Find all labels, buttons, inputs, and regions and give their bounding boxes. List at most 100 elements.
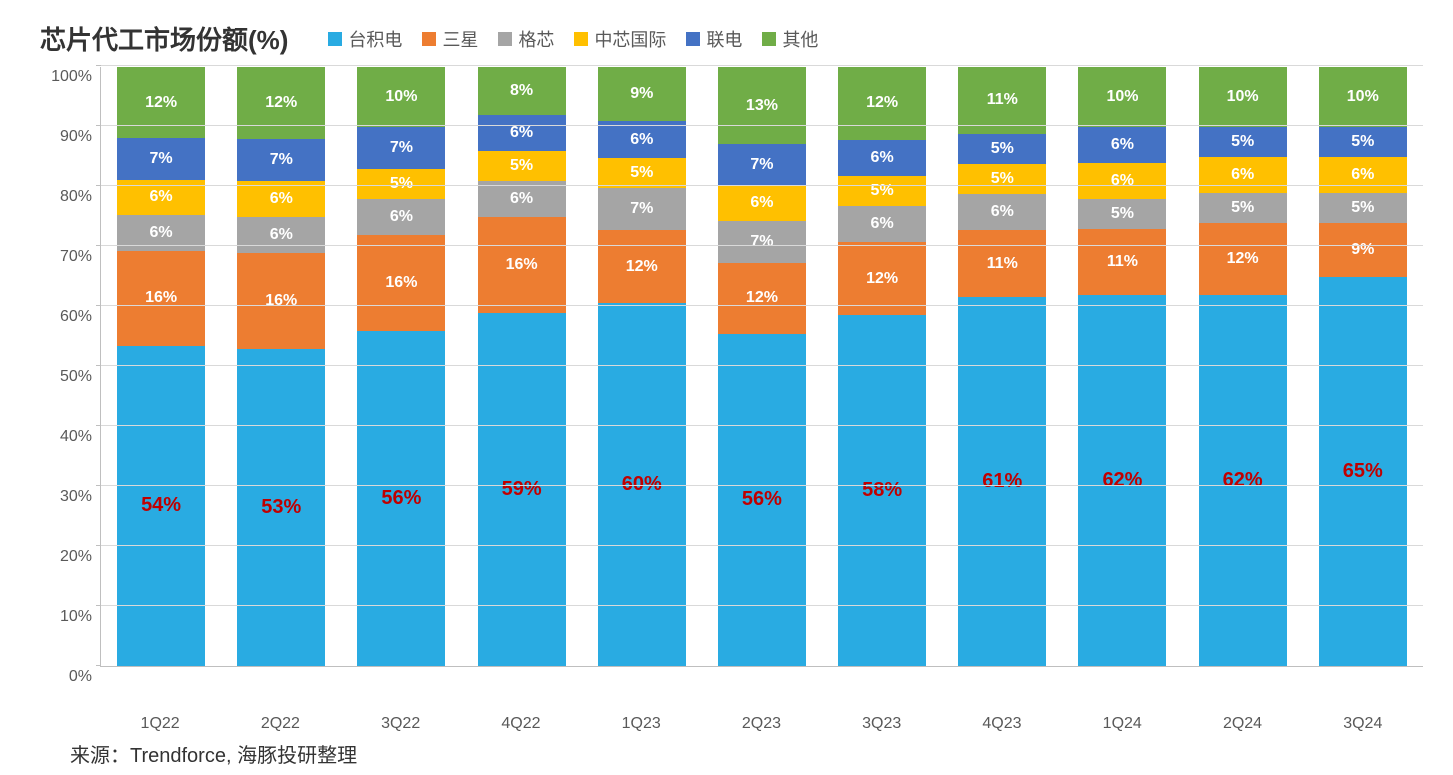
- bar-segment: 12%: [718, 263, 806, 334]
- segment-label: 6%: [390, 208, 413, 226]
- segment-label: 56%: [381, 487, 421, 510]
- bar-segment: 12%: [237, 67, 325, 139]
- bar-segment: 5%: [958, 134, 1046, 164]
- chart-header: 芯片代工市场份额(%) 台积电三星格芯中芯国际联电其他: [30, 20, 1423, 57]
- bar-column: 60%12%7%5%6%9%: [598, 67, 686, 666]
- y-tick-mark: [96, 665, 101, 666]
- bar-segment: 7%: [598, 188, 686, 230]
- grid-line: [101, 65, 1423, 66]
- segment-label: 6%: [750, 194, 773, 212]
- segment-label: 7%: [270, 151, 293, 169]
- y-tick-label: 20%: [60, 548, 92, 566]
- y-tick-mark: [96, 245, 101, 246]
- segment-label: 53%: [261, 496, 301, 519]
- x-axis-label: 1Q22: [116, 715, 204, 733]
- bar-segment: 61%: [958, 297, 1046, 666]
- y-tick-label: 30%: [60, 488, 92, 506]
- bar-segment: 6%: [237, 181, 325, 217]
- bar-segment: 6%: [838, 206, 926, 242]
- segment-label: 61%: [982, 470, 1022, 493]
- bar-segment: 6%: [838, 140, 926, 176]
- bar-segment: 16%: [478, 217, 566, 313]
- segment-label: 16%: [506, 256, 538, 274]
- segment-label: 6%: [270, 226, 293, 244]
- segment-label: 6%: [1111, 136, 1134, 154]
- chart-area: 0%10%20%30%40%50%60%70%80%90%100% 54%16%…: [30, 67, 1423, 707]
- legend-item: 格芯: [498, 26, 554, 52]
- segment-label: 7%: [750, 156, 773, 174]
- bar-segment: 5%: [1078, 199, 1166, 229]
- grid-line: [101, 545, 1423, 546]
- y-tick-mark: [96, 185, 101, 186]
- segment-label: 6%: [150, 188, 173, 206]
- bar-segment: 5%: [1199, 127, 1287, 157]
- bar-segment: 10%: [1199, 67, 1287, 127]
- x-axis-label: 2Q23: [717, 715, 805, 733]
- bar-column: 56% 16% 6% 5% 7% 10%: [357, 67, 445, 666]
- legend-item: 台积电: [328, 26, 402, 52]
- bar-segment: 7%: [117, 138, 205, 180]
- segment-label: 5%: [1111, 205, 1134, 223]
- segment-label: 6%: [510, 124, 533, 142]
- bar-segment: 12%: [117, 67, 205, 138]
- x-axis-labels: 1Q222Q223Q224Q221Q232Q233Q234Q231Q242Q24…: [100, 715, 1423, 733]
- bar-segment: 13%: [718, 67, 806, 144]
- legend-label: 三星: [442, 26, 478, 52]
- segment-label: 10%: [385, 88, 417, 106]
- segment-label: 13%: [746, 97, 778, 115]
- segment-label: 5%: [1231, 199, 1254, 217]
- y-tick-label: 10%: [60, 608, 92, 626]
- y-tick-label: 80%: [60, 188, 92, 206]
- segment-label: 62%: [1102, 469, 1142, 492]
- segment-label: 16%: [385, 274, 417, 292]
- bar-segment: 12%: [838, 67, 926, 140]
- x-axis-label: 4Q22: [477, 715, 565, 733]
- x-axis-label: 4Q23: [958, 715, 1046, 733]
- bar-segment: 5%: [1199, 193, 1287, 223]
- bar-segment: 5%: [357, 169, 445, 199]
- bar-column: 58%12%6%5%6%12%: [838, 67, 926, 666]
- segment-label: 5%: [510, 157, 533, 175]
- y-tick-mark: [96, 425, 101, 426]
- segment-label: 6%: [150, 224, 173, 242]
- bar-segment: 54%: [117, 346, 205, 666]
- grid-line: [101, 125, 1423, 126]
- segment-label: 6%: [1111, 172, 1134, 190]
- x-axis-label: 3Q23: [838, 715, 926, 733]
- y-tick-mark: [96, 605, 101, 606]
- y-tick-label: 70%: [60, 248, 92, 266]
- bar-segment: 7%: [718, 221, 806, 263]
- bar-segment: 56%: [357, 331, 445, 666]
- y-tick-label: 90%: [60, 128, 92, 146]
- segment-label: 5%: [991, 140, 1014, 158]
- legend-item: 中芯国际: [574, 26, 666, 52]
- bar-column: 61%11%6%5%5%11%: [958, 67, 1046, 666]
- bar-segment: 6%: [357, 199, 445, 235]
- segment-label: 58%: [862, 479, 902, 502]
- segment-label: 6%: [1351, 166, 1374, 184]
- bar-segment: 5%: [838, 176, 926, 206]
- segment-label: 8%: [510, 82, 533, 100]
- y-tick-label: 40%: [60, 428, 92, 446]
- segment-label: 59%: [502, 478, 542, 501]
- bar-segment: 16%: [357, 235, 445, 331]
- segment-label: 54%: [141, 494, 181, 517]
- bar-segment: 5%: [598, 158, 686, 188]
- segment-label: 12%: [626, 258, 658, 276]
- legend-swatch: [574, 32, 588, 46]
- chart-legend: 台积电三星格芯中芯国际联电其他: [328, 26, 818, 52]
- legend-item: 联电: [686, 26, 742, 52]
- segment-label: 6%: [630, 131, 653, 149]
- segment-label: 5%: [630, 164, 653, 182]
- x-axis-label: 3Q24: [1319, 715, 1407, 733]
- segment-label: 5%: [390, 175, 413, 193]
- bar-segment: 10%: [1319, 67, 1407, 127]
- grid-line: [101, 425, 1423, 426]
- x-axis-label: 2Q24: [1199, 715, 1287, 733]
- legend-label: 联电: [706, 26, 742, 52]
- bar-segment: 7%: [718, 144, 806, 186]
- segment-label: 9%: [630, 85, 653, 103]
- bar-segment: 6%: [478, 115, 566, 151]
- segment-label: 7%: [390, 139, 413, 157]
- bar-segment: 7%: [237, 139, 325, 181]
